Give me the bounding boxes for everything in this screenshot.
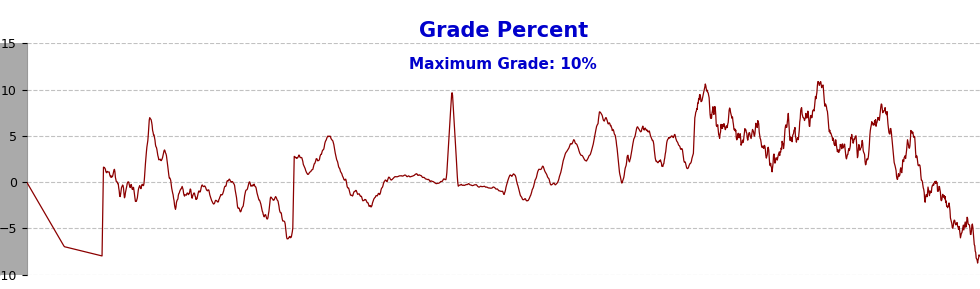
Text: Grade Percent: Grade Percent (418, 21, 588, 41)
Text: Maximum Grade: 10%: Maximum Grade: 10% (410, 57, 597, 72)
